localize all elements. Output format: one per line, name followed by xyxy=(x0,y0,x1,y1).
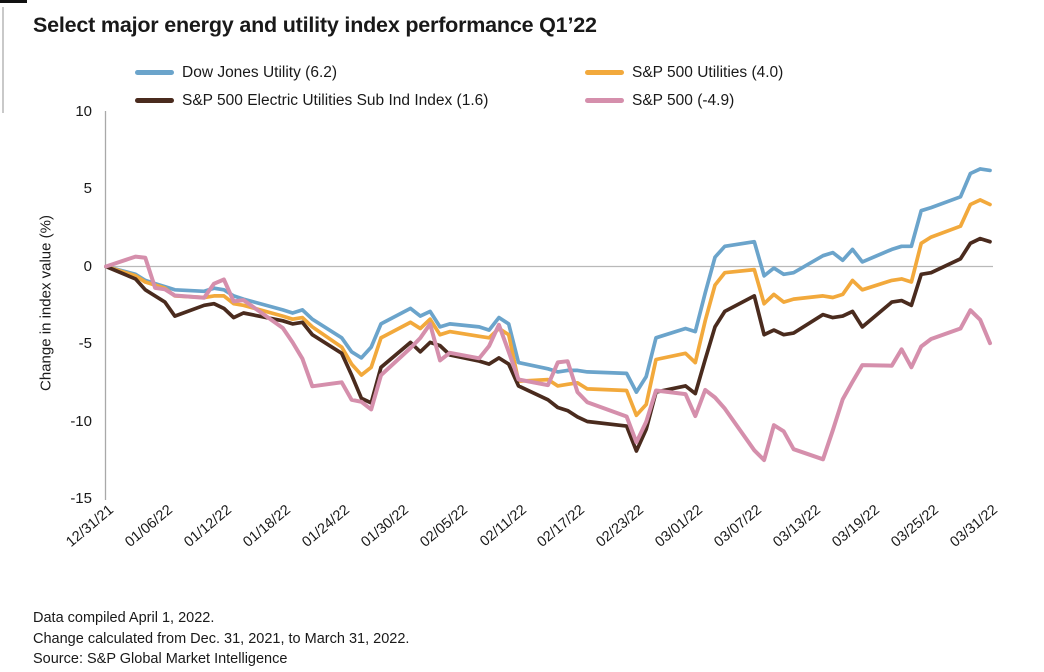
y-tick-label: 10 xyxy=(75,102,92,120)
footnote-compiled: Data compiled April 1, 2022. xyxy=(33,610,215,626)
y-tick-label: -15 xyxy=(70,490,92,507)
legend-line-swatch-orange-icon xyxy=(585,70,624,75)
legend-item-sp500-electric-utilities: S&P 500 Electric Utilities Sub Ind Index… xyxy=(135,92,585,109)
series-line-s-p-500 xyxy=(104,254,992,463)
window-corner-mark xyxy=(0,0,27,3)
legend-item-sp500-utilities: S&P 500 Utilities (4.0) xyxy=(585,64,783,81)
y-tick-label: -5 xyxy=(78,335,92,352)
pane-edge-line xyxy=(2,7,4,113)
chart-title: Select major energy and utility index pe… xyxy=(33,13,597,37)
footnote-source: Source: S&P Global Market Intelligence xyxy=(33,651,288,667)
y-tick-label: -10 xyxy=(70,412,92,430)
chart-legend: Dow Jones Utility (6.2) S&P 500 Utilitie… xyxy=(135,64,783,109)
y-tick-label: 0 xyxy=(83,257,92,275)
series-line-dow-jones-utility xyxy=(104,167,992,394)
legend-item-sp500: S&P 500 (-4.9) xyxy=(585,92,783,109)
legend-label: S&P 500 Electric Utilities Sub Ind Index… xyxy=(182,92,489,109)
series-line-s-p-500-electric-utilities-sub-ind-index xyxy=(104,236,992,453)
legend-item-dow-jones-utility: Dow Jones Utility (6.2) xyxy=(135,64,585,81)
y-tick-label: 5 xyxy=(83,180,92,197)
legend-label: S&P 500 Utilities (4.0) xyxy=(632,64,784,81)
legend-label: S&P 500 (-4.9) xyxy=(632,92,735,109)
chart-footnotes: Data compiled April 1, 2022. Change calc… xyxy=(33,608,409,670)
legend-label: Dow Jones Utility (6.2) xyxy=(182,64,338,81)
footnote-calculation: Change calculated from Dec. 31, 2021, to… xyxy=(33,630,410,647)
legend-line-swatch-pink-icon xyxy=(585,98,624,103)
legend-line-swatch-brown-icon xyxy=(135,98,174,103)
legend-line-swatch-blue-icon xyxy=(135,70,174,75)
